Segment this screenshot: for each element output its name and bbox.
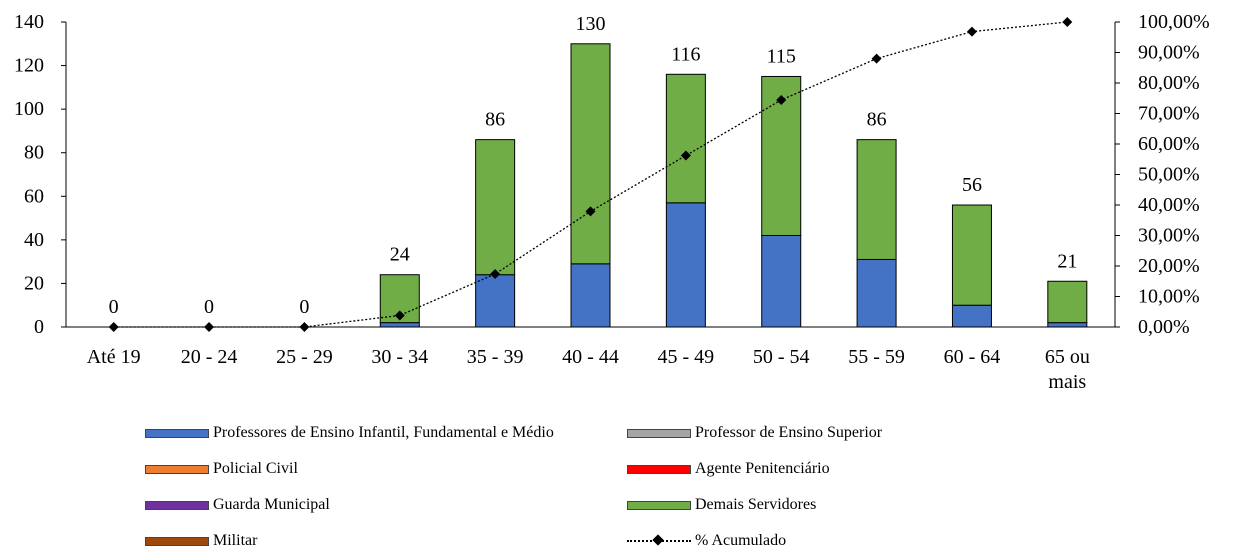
x-tick-label: Até 19 (87, 346, 141, 368)
bar-segment-0-9 (951, 304, 992, 328)
cumulative-point-9 (966, 26, 977, 37)
x-tick-label: 25 - 29 (276, 346, 333, 368)
total-label: 0 (109, 296, 119, 318)
total-labels: 0 0 0 24 86 130 116 115 86 56 21 (109, 13, 1078, 318)
x-tick-label: 20 - 24 (181, 346, 238, 368)
total-label: 0 (299, 296, 309, 318)
bar-segment-0-6 (665, 202, 706, 328)
bar-segment-5-10 (1047, 280, 1088, 324)
x-axis: Até 19 20 - 24 25 - 29 30 - 34 35 - 39 40 - 4… (66, 326, 1115, 393)
bar-segment-5-9 (951, 204, 992, 306)
total-label: 86 (485, 109, 505, 131)
bar-segment-0-3 (379, 322, 420, 328)
x-tick-label: 35 - 39 (467, 346, 524, 368)
y-tick-label: 60 (24, 185, 44, 207)
total-label: 130 (576, 13, 606, 35)
x-tick-label: 45 - 49 (658, 346, 715, 368)
cumulative-point-10 (1062, 17, 1073, 27)
y2-tick-label: 0,00% (1138, 316, 1190, 338)
cumulative-line (108, 17, 1073, 332)
x-tick-label: 65 ou mais (1045, 346, 1090, 393)
y2-tick-label: 20,00% (1138, 255, 1200, 277)
y2-tick-label: 50,00% (1138, 164, 1200, 186)
bar-segment-0-4 (475, 274, 516, 328)
total-label: 24 (390, 244, 410, 266)
cumulative-point-4 (490, 268, 501, 279)
y2-tick-label: 90,00% (1138, 42, 1200, 64)
y2-tick-label: 70,00% (1138, 103, 1200, 125)
y-axis-left: 0 20 40 60 80 100 120 140 (14, 11, 67, 338)
bar-segment-0-7 (761, 235, 802, 328)
bar-segment-5-5 (570, 43, 611, 265)
y2-tick-label: 30,00% (1138, 225, 1200, 247)
y2-tick-label: 40,00% (1138, 194, 1200, 216)
cumulative-point-3 (394, 310, 405, 321)
x-tick-label: 40 - 44 (562, 346, 619, 368)
total-label: 21 (1057, 250, 1077, 272)
y2-tick-label: 10,00% (1138, 286, 1200, 308)
bar-segment-0-8 (856, 258, 897, 328)
bar-segment-5-4 (475, 139, 516, 276)
x-tick-label: 30 - 34 (371, 346, 428, 368)
bar-segment-5-8 (856, 139, 897, 260)
y2-tick-label: 100,00% (1138, 11, 1210, 33)
y-tick-label: 20 (24, 272, 44, 294)
cumulative-point-6 (680, 150, 691, 161)
y-tick-label: 40 (24, 229, 44, 251)
total-label: 0 (204, 296, 214, 318)
bar-segment-0-10 (1047, 322, 1088, 328)
bar-segment-0-5 (570, 263, 611, 328)
total-label: 116 (671, 43, 700, 65)
y2-tick-label: 60,00% (1138, 133, 1200, 155)
total-label: 86 (867, 109, 887, 131)
y2-tick-label: 80,00% (1138, 72, 1200, 94)
y-tick-label: 100 (14, 98, 44, 120)
x-tick-label: 60 - 64 (944, 346, 1001, 368)
cumulative-point-7 (776, 95, 787, 106)
x-tick-label: 50 - 54 (753, 346, 810, 368)
cumulative-point-8 (871, 53, 882, 64)
bar-segment-5-6 (665, 73, 706, 204)
cumulative-point-5 (585, 206, 596, 217)
y-tick-label: 0 (34, 316, 44, 338)
y-tick-label: 120 (14, 55, 44, 77)
y-axis-right: 0,00% 10,00% 20,00% 30,00% 40,00% 50,00% 60,00… (1114, 11, 1210, 338)
y-tick-label: 140 (14, 11, 44, 33)
total-label: 56 (962, 174, 982, 196)
x-tick-label: 55 - 59 (848, 346, 905, 368)
total-label: 115 (767, 45, 796, 67)
y-tick-label: 80 (24, 142, 44, 164)
